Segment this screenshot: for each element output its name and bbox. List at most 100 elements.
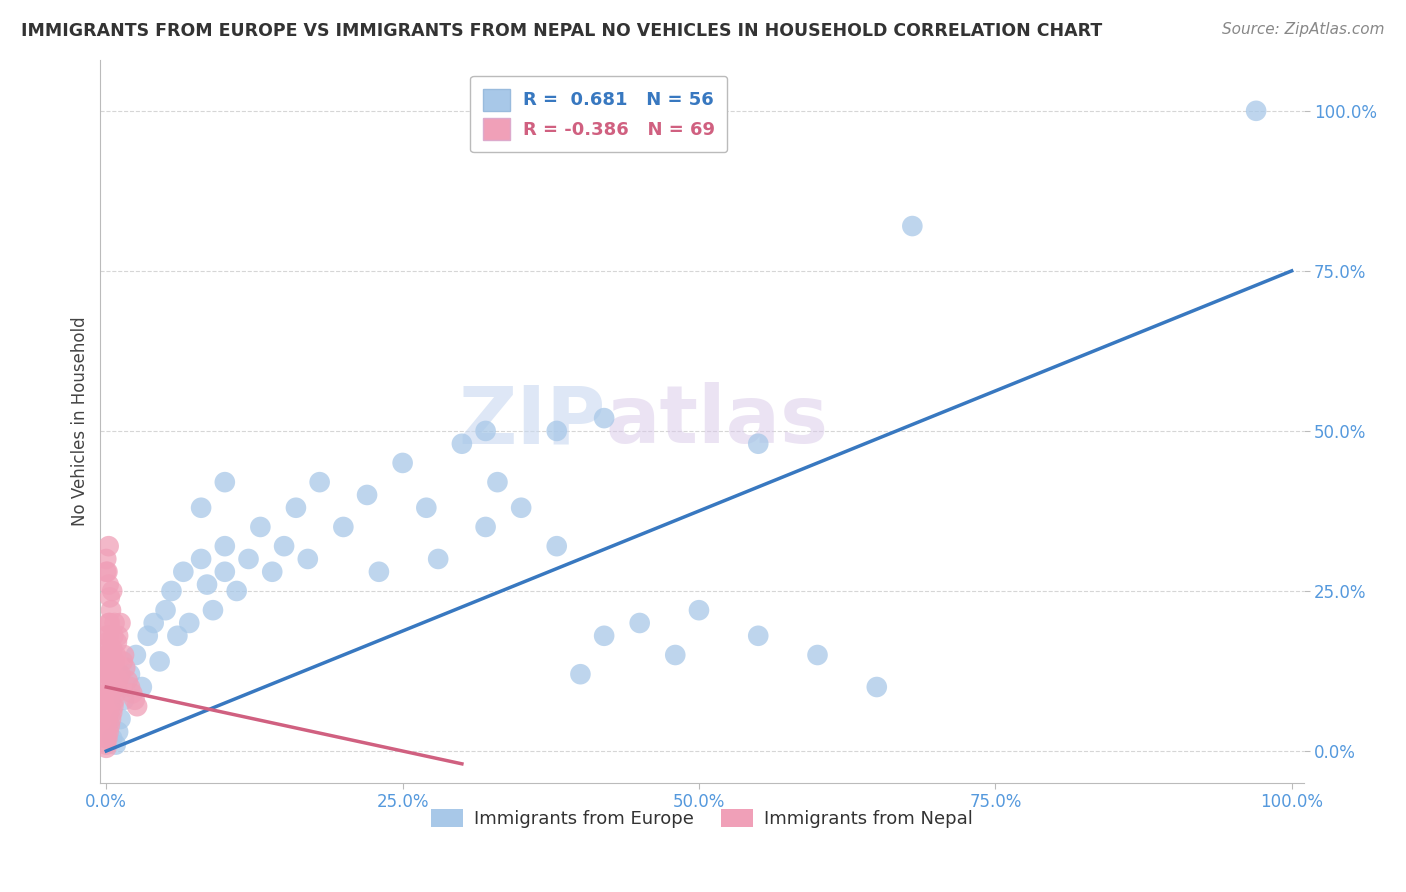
Point (96, 718, 118, 732)
Point (97, 577, 120, 591)
Point (110, 667, 132, 681)
Point (391, 456, 413, 470)
Point (149, 654, 172, 668)
Point (451, 436, 474, 450)
Point (806, 648, 828, 662)
Point (103, 693, 125, 707)
Point (308, 475, 330, 490)
Point (593, 411, 616, 425)
Point (332, 520, 354, 534)
Point (96, 565, 118, 579)
Point (356, 488, 378, 502)
Point (104, 648, 127, 662)
Point (104, 738, 127, 752)
Text: ZIP: ZIP (458, 383, 606, 460)
Point (125, 648, 148, 662)
Point (96, 565, 118, 579)
Point (97, 706, 120, 720)
Point (96, 629, 118, 643)
Point (114, 661, 136, 675)
Point (96, 706, 118, 720)
Point (112, 693, 135, 707)
Point (97, 539, 120, 553)
Y-axis label: No Vehicles in Household: No Vehicles in Household (72, 317, 89, 526)
Text: Source: ZipAtlas.com: Source: ZipAtlas.com (1222, 22, 1385, 37)
Point (546, 539, 568, 553)
Point (124, 693, 146, 707)
Point (118, 680, 141, 694)
Point (664, 648, 686, 662)
Point (101, 680, 124, 694)
Point (510, 500, 533, 515)
Point (112, 648, 135, 662)
Point (866, 680, 889, 694)
Legend: Immigrants from Europe, Immigrants from Nepal: Immigrants from Europe, Immigrants from … (423, 802, 980, 836)
Point (1244, 103, 1267, 118)
Point (155, 603, 177, 617)
Point (107, 629, 129, 643)
Point (96, 699, 118, 714)
Point (98, 673, 121, 688)
Point (97, 661, 120, 675)
Point (474, 424, 496, 438)
Point (166, 629, 188, 643)
Point (97, 724, 120, 739)
Point (96, 686, 118, 700)
Point (273, 539, 295, 553)
Point (104, 686, 127, 700)
Text: IMMIGRANTS FROM EUROPE VS IMMIGRANTS FROM NEPAL NO VEHICLES IN HOUSEHOLD CORRELA: IMMIGRANTS FROM EUROPE VS IMMIGRANTS FRO… (21, 22, 1102, 40)
Point (201, 603, 224, 617)
Point (96, 667, 118, 681)
Point (96, 731, 118, 746)
Point (103, 615, 125, 630)
Point (110, 615, 132, 630)
Point (172, 565, 194, 579)
Point (101, 731, 124, 746)
Point (96, 552, 118, 566)
Point (225, 584, 247, 599)
Point (118, 667, 141, 681)
Point (179, 615, 201, 630)
Point (96, 648, 118, 662)
Point (97, 615, 120, 630)
Point (96, 693, 118, 707)
Point (98, 699, 121, 714)
Point (97, 629, 120, 643)
Point (96, 712, 118, 726)
Point (486, 475, 509, 490)
Point (100, 712, 122, 726)
Point (96, 667, 118, 681)
Point (127, 699, 149, 714)
Point (474, 520, 496, 534)
Point (160, 584, 183, 599)
Point (96, 738, 118, 752)
Point (214, 565, 236, 579)
Point (593, 629, 616, 643)
Point (98, 718, 121, 732)
Point (136, 629, 159, 643)
Point (190, 552, 212, 566)
Point (111, 654, 134, 668)
Point (297, 552, 319, 566)
Point (101, 584, 124, 599)
Point (96, 693, 118, 707)
Point (284, 500, 307, 515)
Point (142, 615, 165, 630)
Point (103, 699, 125, 714)
Point (100, 654, 122, 668)
Point (427, 552, 450, 566)
Point (98, 648, 121, 662)
Point (569, 667, 592, 681)
Point (96, 731, 118, 746)
Point (238, 552, 260, 566)
Point (98, 615, 121, 630)
Point (96, 712, 118, 726)
Point (131, 680, 153, 694)
Point (96, 724, 118, 739)
Point (195, 577, 218, 591)
Point (190, 500, 212, 515)
Point (105, 680, 128, 694)
Point (96, 680, 118, 694)
Point (107, 724, 129, 739)
Point (628, 615, 651, 630)
